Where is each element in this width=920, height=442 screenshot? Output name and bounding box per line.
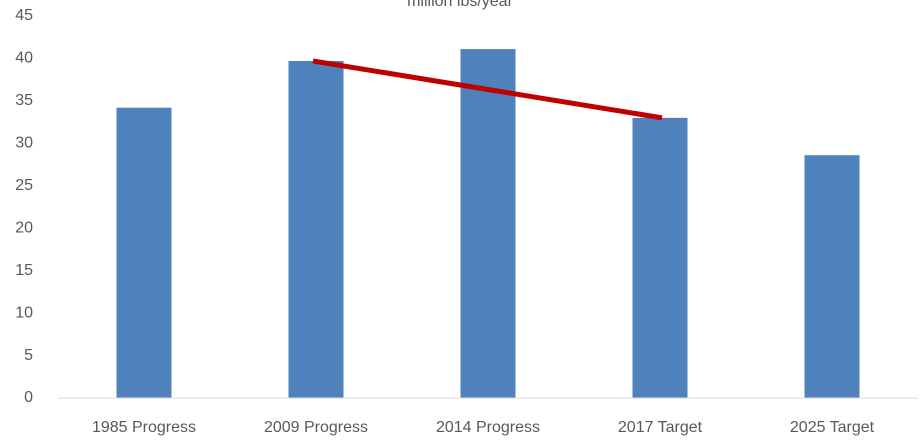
y-tick-label: 5 xyxy=(24,347,33,364)
y-tick-label: 25 xyxy=(15,177,33,194)
bar xyxy=(804,155,860,398)
y-tick-label: 45 xyxy=(15,7,33,24)
y-tick-label: 30 xyxy=(15,135,33,152)
y-tick-label: 15 xyxy=(15,262,33,279)
x-tick-label: 2025 Target xyxy=(790,419,875,436)
x-tick-label: 1985 Progress xyxy=(92,419,196,436)
bar xyxy=(116,107,172,399)
x-tick-label: 2014 Progress xyxy=(436,419,540,436)
trend-line xyxy=(312,58,663,121)
bar xyxy=(460,49,516,399)
y-tick-label: 20 xyxy=(15,219,33,236)
chart-title: million lbs/year xyxy=(407,0,513,10)
bar xyxy=(288,60,344,398)
y-tick-label: 35 xyxy=(15,92,33,109)
bar xyxy=(632,117,688,398)
y-tick-label: 10 xyxy=(15,304,33,321)
y-tick-label: 0 xyxy=(24,389,33,406)
y-tick-label: 40 xyxy=(15,50,33,67)
x-tick-label: 2017 Target xyxy=(618,419,703,436)
x-tick-label: 2009 Progress xyxy=(264,419,368,436)
